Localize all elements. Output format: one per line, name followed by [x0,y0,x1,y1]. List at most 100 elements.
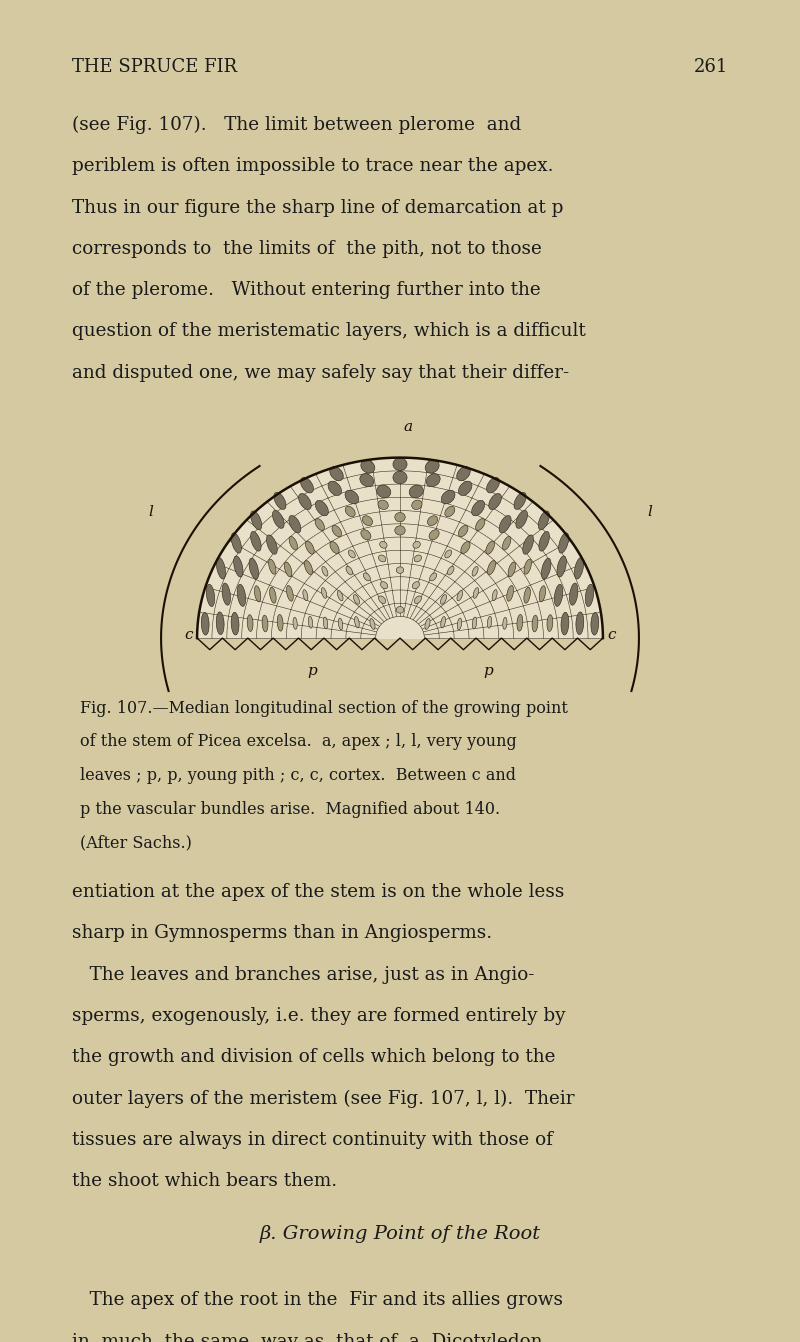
Ellipse shape [338,590,343,601]
Ellipse shape [380,541,387,549]
Ellipse shape [457,467,470,480]
Ellipse shape [542,558,551,580]
Text: l: l [148,505,153,519]
Ellipse shape [561,612,569,635]
Text: The apex of the root in the  Fir and its allies grows: The apex of the root in the Fir and its … [72,1291,563,1310]
Ellipse shape [202,612,209,635]
Ellipse shape [354,595,359,604]
Ellipse shape [298,494,311,510]
Text: leaves ; p, p, young pith ; c, c, cortex.  Between c and: leaves ; p, p, young pith ; c, c, cortex… [80,768,516,784]
Ellipse shape [414,556,422,562]
Ellipse shape [363,573,370,581]
Ellipse shape [305,561,313,574]
Ellipse shape [538,511,550,530]
Ellipse shape [506,585,514,601]
Ellipse shape [393,458,407,471]
Ellipse shape [554,584,563,607]
Ellipse shape [354,616,359,628]
Ellipse shape [273,510,284,529]
Ellipse shape [362,515,373,526]
Ellipse shape [430,573,437,581]
Text: The leaves and branches arise, just as in Angio-: The leaves and branches arise, just as i… [72,965,534,984]
Ellipse shape [338,619,342,629]
Ellipse shape [557,556,566,577]
Text: l: l [647,505,652,519]
Ellipse shape [266,535,278,554]
Ellipse shape [323,617,328,629]
Ellipse shape [517,615,522,631]
Ellipse shape [458,482,472,495]
Ellipse shape [472,501,485,515]
Ellipse shape [445,550,452,558]
Text: in  much  the same  way as  that of  a  Dicotyledon.: in much the same way as that of a Dicoty… [72,1333,548,1342]
Ellipse shape [328,482,342,495]
Ellipse shape [348,550,355,558]
Ellipse shape [489,494,502,510]
Ellipse shape [315,518,325,530]
Text: p: p [307,664,317,678]
Text: corresponds to  the limits of  the pith, not to those: corresponds to the limits of the pith, n… [72,240,542,258]
Ellipse shape [278,615,283,631]
Ellipse shape [206,584,214,607]
Ellipse shape [502,537,511,550]
Ellipse shape [472,617,477,629]
Ellipse shape [539,531,550,552]
Ellipse shape [332,525,342,537]
Ellipse shape [441,595,446,604]
Ellipse shape [413,541,420,549]
Ellipse shape [345,490,358,503]
Text: c: c [607,628,615,641]
Ellipse shape [345,506,355,517]
Text: entiation at the apex of the stem is on the whole less: entiation at the apex of the stem is on … [72,883,564,900]
Text: (see Fig. 107).   The limit between plerome  and: (see Fig. 107). The limit between plerom… [72,115,522,134]
Ellipse shape [414,596,422,604]
Text: the growth and division of cells which belong to the: the growth and division of cells which b… [72,1048,555,1066]
Text: Thus in our figure the sharp line of demarcation at p: Thus in our figure the sharp line of dem… [72,199,563,216]
Ellipse shape [254,585,261,601]
Ellipse shape [486,478,499,493]
Text: periblem is often impossible to trace near the apex.: periblem is often impossible to trace ne… [72,157,554,176]
Ellipse shape [216,612,224,635]
Ellipse shape [514,493,526,510]
Ellipse shape [472,566,478,576]
Ellipse shape [445,506,455,517]
Ellipse shape [396,566,404,573]
Text: THE SPRUCE FIR: THE SPRUCE FIR [72,58,237,76]
Ellipse shape [576,612,584,635]
Ellipse shape [425,460,439,474]
Ellipse shape [289,515,301,533]
Ellipse shape [377,484,391,498]
Ellipse shape [378,556,386,562]
Text: c: c [185,628,193,641]
Ellipse shape [558,533,569,553]
Text: sharp in Gymnosperms than in Angiosperms.: sharp in Gymnosperms than in Angiosperms… [72,925,492,942]
Ellipse shape [237,584,246,607]
Ellipse shape [381,581,388,589]
Text: question of the meristematic layers, which is a difficult: question of the meristematic layers, whi… [72,322,586,341]
Ellipse shape [289,537,298,550]
Ellipse shape [322,588,326,599]
Text: (After Sachs.): (After Sachs.) [80,833,192,851]
Ellipse shape [516,510,527,529]
Ellipse shape [447,566,454,574]
Text: sperms, exogenously, i.e. they are formed entirely by: sperms, exogenously, i.e. they are forme… [72,1006,566,1025]
Ellipse shape [315,501,328,515]
Text: 261: 261 [694,58,728,76]
Ellipse shape [474,588,478,599]
Ellipse shape [532,615,538,632]
Text: β. Growing Point of the Root: β. Growing Point of the Root [259,1225,541,1244]
Text: tissues are always in direct continuity with those of: tissues are always in direct continuity … [72,1130,553,1149]
Ellipse shape [330,467,343,480]
Ellipse shape [508,562,516,577]
Text: outer layers of the meristem (see Fig. 107, l, l).  Their: outer layers of the meristem (see Fig. 1… [72,1090,574,1107]
Text: p: p [483,664,493,678]
Ellipse shape [574,557,583,578]
Ellipse shape [591,612,598,635]
Ellipse shape [306,541,314,554]
Ellipse shape [458,525,468,537]
Ellipse shape [269,560,276,574]
Ellipse shape [441,616,446,628]
Ellipse shape [284,562,292,577]
Text: and disputed one, we may safely say that their differ-: and disputed one, we may safely say that… [72,364,569,381]
Ellipse shape [231,612,239,635]
